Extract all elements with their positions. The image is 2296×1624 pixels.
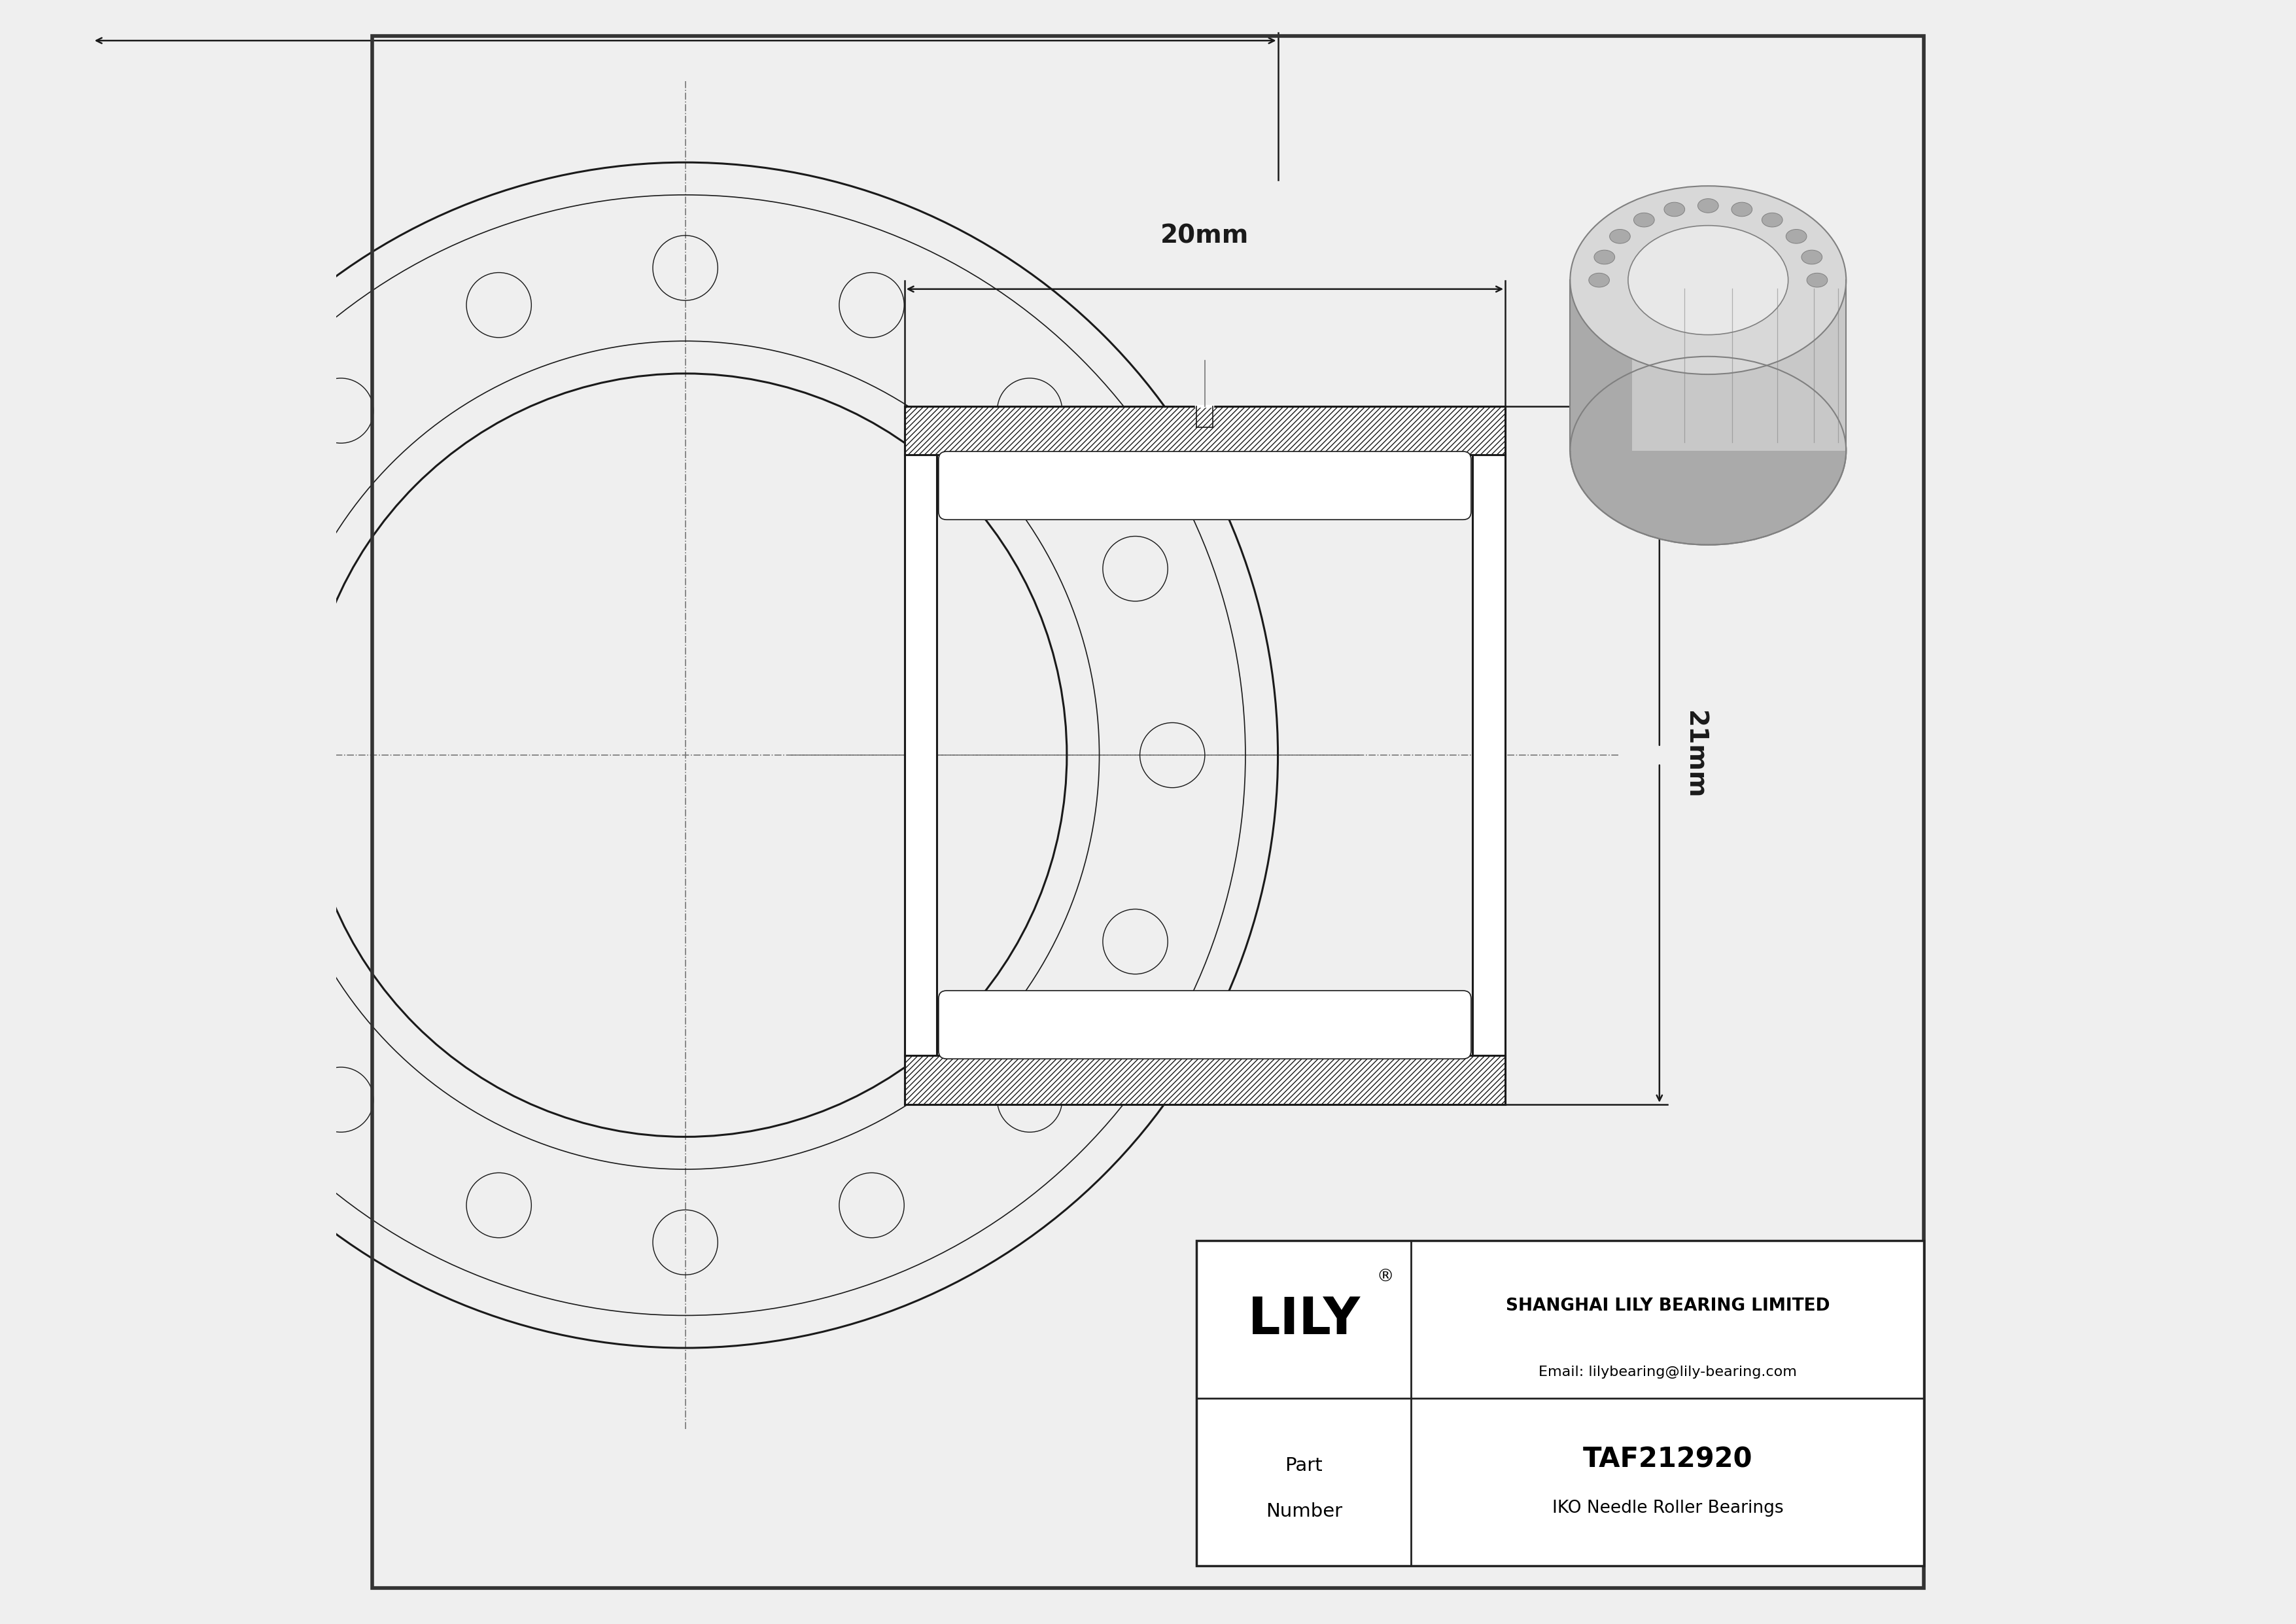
Text: Part: Part — [1286, 1457, 1322, 1475]
Text: Number: Number — [1265, 1502, 1343, 1520]
FancyBboxPatch shape — [939, 451, 1472, 520]
Ellipse shape — [1635, 213, 1655, 227]
Text: TAF212920: TAF212920 — [1582, 1445, 1752, 1473]
Ellipse shape — [1665, 203, 1685, 216]
Text: 21mm: 21mm — [1683, 711, 1706, 799]
Text: 20mm: 20mm — [1159, 224, 1249, 248]
Bar — [905, 406, 937, 1104]
FancyBboxPatch shape — [939, 991, 1472, 1059]
Ellipse shape — [1697, 198, 1717, 213]
Text: Email: lilybearing@lily-bearing.com: Email: lilybearing@lily-bearing.com — [1538, 1366, 1798, 1379]
Ellipse shape — [1609, 229, 1630, 244]
Polygon shape — [1570, 279, 1632, 450]
Ellipse shape — [1731, 203, 1752, 216]
Bar — [905, 1056, 1506, 1104]
Ellipse shape — [1570, 357, 1846, 544]
Bar — [1472, 406, 1506, 1104]
Ellipse shape — [1593, 250, 1614, 265]
Text: IKO Needle Roller Bearings: IKO Needle Roller Bearings — [1552, 1499, 1784, 1517]
Ellipse shape — [1589, 273, 1609, 287]
Ellipse shape — [1807, 273, 1828, 287]
Ellipse shape — [1570, 185, 1846, 375]
Ellipse shape — [1786, 229, 1807, 244]
Text: SHANGHAI LILY BEARING LIMITED: SHANGHAI LILY BEARING LIMITED — [1506, 1298, 1830, 1314]
Ellipse shape — [1761, 213, 1782, 227]
Bar — [1196, 1241, 1924, 1566]
Polygon shape — [1570, 279, 1846, 450]
Ellipse shape — [1802, 250, 1823, 265]
Text: ®: ® — [1378, 1268, 1394, 1286]
Bar — [905, 406, 1506, 455]
Ellipse shape — [1628, 226, 1789, 335]
Text: LILY: LILY — [1247, 1294, 1359, 1345]
